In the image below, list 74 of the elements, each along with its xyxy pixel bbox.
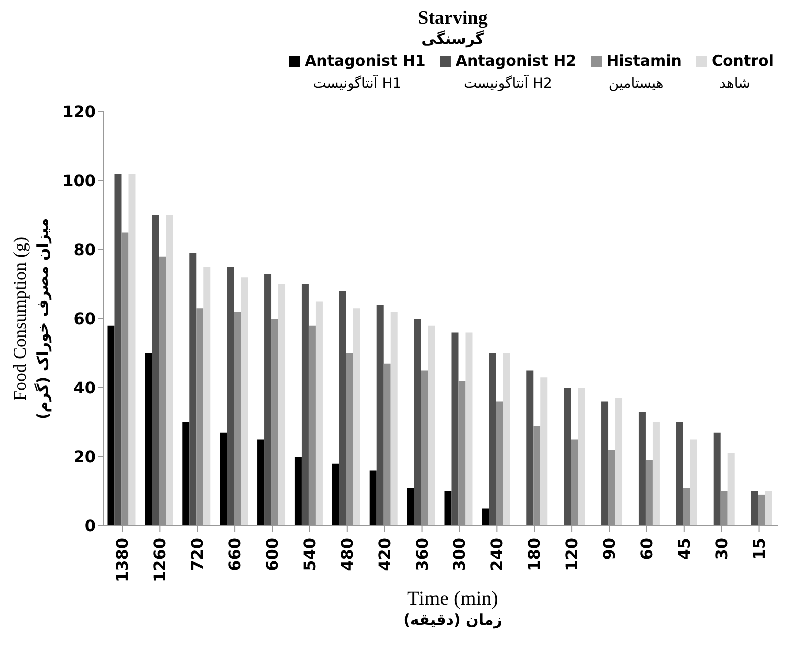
bar: [652, 422, 660, 526]
bar: [765, 492, 772, 526]
y-tick-label: 80: [74, 240, 96, 260]
bar: [578, 388, 586, 526]
x-tick-label: 45: [674, 538, 694, 560]
bar: [108, 326, 115, 526]
bar: [690, 440, 698, 526]
bar: [370, 470, 377, 526]
bar: [489, 354, 496, 526]
y-tick-label: 40: [74, 378, 96, 398]
bar: [414, 319, 422, 526]
y-tick-label: 0: [84, 516, 96, 536]
bar: [264, 274, 272, 526]
bar: [466, 332, 473, 526]
bar: [294, 457, 302, 526]
x-tick-label: 600: [263, 538, 282, 572]
bar: [526, 370, 534, 526]
chart-subtitle: گرسنگی: [420, 30, 486, 48]
bar: [145, 354, 152, 526]
bar: [452, 332, 459, 526]
bar: [503, 354, 510, 526]
bar: [152, 216, 160, 526]
x-tick-label: 15: [750, 538, 769, 560]
x-tick-label: 300: [450, 538, 470, 572]
bar: [407, 488, 414, 526]
x-tick-label: 660: [226, 538, 245, 572]
x-tick-label: 360: [412, 538, 432, 572]
x-tick-label: 240: [488, 538, 507, 572]
y-tick-label: 120: [62, 102, 96, 122]
x-tick-label: 540: [300, 538, 320, 572]
bar: [540, 378, 548, 526]
x-tick-label: 30: [712, 538, 732, 560]
y-tick-label: 20: [74, 448, 96, 467]
bar: [482, 508, 490, 526]
bar: [128, 174, 136, 526]
bar: [332, 464, 340, 526]
x-tick-label: 180: [525, 538, 544, 572]
x-tick-label: 720: [188, 538, 208, 572]
bar: [444, 492, 452, 526]
x-tick-label: 120: [562, 538, 582, 572]
y-tick-label: 60: [74, 310, 96, 329]
bar: [182, 422, 190, 526]
bar: [241, 278, 248, 526]
bar: [714, 432, 721, 526]
bar: [390, 312, 398, 526]
chart-title: Starving: [417, 8, 489, 30]
bar: [316, 302, 323, 526]
y-tick-label: 100: [62, 172, 96, 191]
x-tick-label: 480: [338, 538, 357, 572]
bar: [751, 492, 758, 526]
x-tick-label: 1380: [113, 538, 132, 583]
bar: [638, 412, 646, 526]
bar: [302, 284, 309, 526]
bar: [166, 216, 174, 526]
bar: [353, 308, 360, 526]
bar: [428, 326, 436, 526]
bar: [278, 284, 286, 526]
bar: [220, 432, 228, 526]
bar: [602, 402, 609, 526]
bar: [616, 398, 623, 526]
bar: [114, 174, 122, 526]
x-tick-label: 1260: [150, 538, 170, 583]
bar: [376, 305, 384, 526]
bar: [564, 388, 572, 526]
bar: [258, 440, 265, 526]
x-tick-label: 420: [375, 538, 394, 572]
bar: [227, 267, 234, 526]
x-tick-label: 90: [600, 538, 619, 560]
bar: [676, 422, 684, 526]
x-tick-label: 60: [637, 538, 656, 560]
bar: [204, 267, 211, 526]
bar: [728, 454, 735, 526]
bar: [339, 291, 346, 526]
bar: [190, 253, 197, 526]
